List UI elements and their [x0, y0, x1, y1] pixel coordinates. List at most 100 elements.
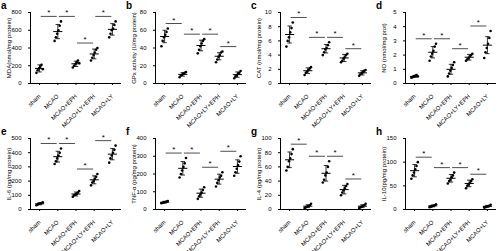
svg-text:MCAO+LY+EPH: MCAO+LY+EPH: [61, 93, 97, 129]
svg-text:*: *: [477, 166, 480, 175]
svg-text:MCAO: MCAO: [43, 93, 60, 110]
svg-text:MCAO+LY+EPH: MCAO+LY+EPH: [436, 219, 472, 251]
svg-text:MCAO+LY: MCAO+LY: [465, 93, 489, 117]
svg-text:20: 20: [140, 63, 147, 69]
svg-text:600: 600: [11, 27, 22, 33]
svg-text:*: *: [297, 9, 300, 18]
svg-text:5: 5: [393, 9, 397, 15]
svg-text:0: 0: [143, 80, 147, 86]
svg-text:MDA(nmol/mg protein): MDA(nmol/mg protein): [6, 18, 12, 78]
svg-text:*: *: [422, 31, 425, 40]
svg-text:sham: sham: [402, 219, 417, 234]
svg-text:500: 500: [11, 135, 22, 141]
svg-text:MCAO+LY+EPH: MCAO+LY+EPH: [61, 219, 97, 251]
svg-text:GPx activity (U/mg protein): GPx activity (U/mg protein): [131, 12, 137, 84]
svg-text:NO (nmol/mg prot): NO (nmol/mg prot): [381, 23, 387, 73]
svg-text:sham: sham: [27, 93, 42, 108]
svg-text:*: *: [190, 145, 193, 154]
svg-text:0: 0: [268, 80, 272, 86]
svg-text:sham: sham: [152, 219, 167, 234]
svg-text:*: *: [440, 159, 443, 168]
svg-text:sham: sham: [277, 219, 292, 234]
svg-text:6: 6: [268, 38, 272, 44]
svg-text:MCAO+LY: MCAO+LY: [465, 219, 489, 243]
svg-text:IL-6 (pg/mg protein): IL-6 (pg/mg protein): [6, 147, 12, 200]
svg-text:0: 0: [393, 206, 397, 212]
svg-text:*: *: [84, 35, 87, 44]
svg-text:2: 2: [393, 52, 397, 58]
svg-text:sham: sham: [152, 93, 167, 108]
svg-text:0: 0: [268, 206, 272, 212]
svg-text:400: 400: [11, 149, 22, 155]
svg-text:*: *: [352, 170, 355, 179]
svg-text:2: 2: [268, 66, 272, 72]
svg-text:*: *: [227, 39, 230, 48]
svg-text:100: 100: [386, 159, 397, 165]
svg-text:MCAO: MCAO: [43, 218, 60, 235]
svg-text:sham: sham: [402, 93, 417, 108]
svg-text:*: *: [422, 149, 425, 158]
svg-text:200: 200: [11, 178, 22, 184]
svg-text:*: *: [47, 135, 50, 144]
svg-text:MCAO+LY+EPH: MCAO+LY+EPH: [311, 219, 347, 251]
svg-text:*: *: [102, 8, 105, 17]
svg-text:*: *: [102, 132, 105, 141]
svg-text:MCAO+LY+EPH: MCAO+LY+EPH: [186, 93, 222, 129]
svg-text:MCAO: MCAO: [293, 218, 310, 235]
svg-text:3: 3: [393, 38, 397, 44]
svg-text:*: *: [172, 16, 175, 25]
svg-text:300: 300: [11, 163, 22, 169]
svg-text:400: 400: [11, 45, 22, 51]
svg-text:0: 0: [18, 80, 22, 86]
svg-text:*: *: [227, 143, 230, 152]
svg-text:80: 80: [265, 149, 272, 155]
svg-text:100: 100: [11, 192, 22, 198]
svg-text:TNF-α (pg/mg protein): TNF-α (pg/mg protein): [131, 144, 137, 203]
svg-text:MCAO: MCAO: [168, 93, 185, 110]
svg-text:*: *: [459, 41, 462, 50]
svg-text:MCAO: MCAO: [418, 218, 435, 235]
svg-text:150: 150: [386, 135, 397, 141]
svg-text:0: 0: [18, 206, 22, 212]
svg-text:*: *: [352, 41, 355, 50]
svg-text:*: *: [315, 148, 318, 157]
svg-text:4: 4: [393, 24, 397, 30]
svg-text:MCAO: MCAO: [168, 218, 185, 235]
svg-text:800: 800: [11, 9, 22, 15]
svg-text:*: *: [459, 159, 462, 168]
svg-text:*: *: [477, 18, 480, 27]
svg-text:60: 60: [140, 27, 147, 33]
svg-text:sham: sham: [277, 93, 292, 108]
svg-text:MCAO+LY: MCAO+LY: [90, 219, 114, 243]
svg-text:100: 100: [136, 188, 147, 194]
svg-text:MCAO+LY: MCAO+LY: [215, 219, 239, 243]
svg-text:1: 1: [393, 66, 397, 72]
svg-text:*: *: [334, 148, 337, 157]
svg-text:*: *: [334, 29, 337, 38]
svg-text:MCAO+LY+EPH: MCAO+LY+EPH: [186, 219, 222, 251]
svg-text:MCAO: MCAO: [293, 93, 310, 110]
svg-text:MCAO+LY: MCAO+LY: [90, 93, 114, 117]
svg-text:200: 200: [136, 170, 147, 176]
svg-text:40: 40: [140, 45, 147, 51]
svg-text:4: 4: [268, 52, 272, 58]
svg-text:IL-4 (pg/mg protein): IL-4 (pg/mg protein): [256, 147, 262, 200]
svg-text:sham: sham: [27, 219, 42, 234]
svg-text:*: *: [65, 8, 68, 17]
svg-text:0: 0: [143, 206, 147, 212]
svg-text:*: *: [65, 135, 68, 144]
svg-text:10: 10: [265, 9, 272, 15]
svg-text:300: 300: [136, 153, 147, 159]
svg-text:*: *: [209, 26, 212, 35]
svg-text:80: 80: [140, 9, 147, 15]
svg-text:8: 8: [268, 24, 272, 30]
svg-text:20: 20: [265, 192, 272, 198]
svg-text:MCAO: MCAO: [418, 93, 435, 110]
svg-text:MCAO+LY+EPH: MCAO+LY+EPH: [311, 93, 347, 129]
svg-text:*: *: [209, 159, 212, 168]
svg-text:40: 40: [265, 178, 272, 184]
svg-text:*: *: [47, 8, 50, 17]
svg-text:MCAO+LY: MCAO+LY: [215, 93, 239, 117]
svg-text:400: 400: [136, 135, 147, 141]
svg-text:IL-10(pg/mg protein): IL-10(pg/mg protein): [381, 146, 387, 200]
